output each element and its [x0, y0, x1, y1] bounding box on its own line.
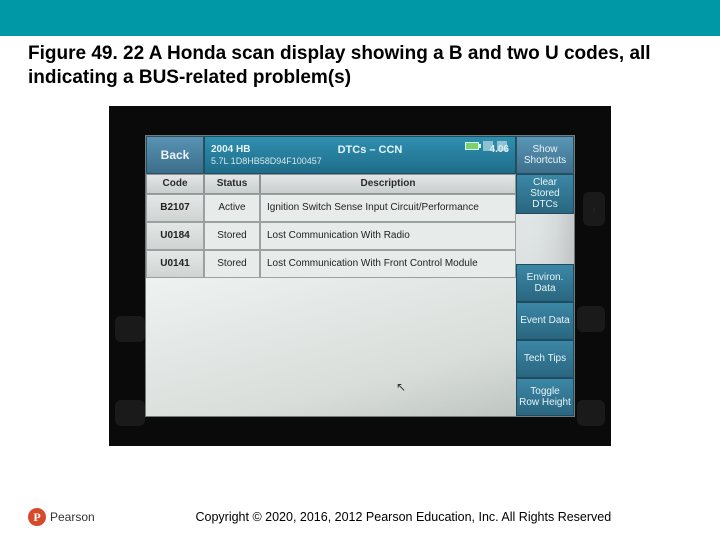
back-button[interactable]: Back: [146, 136, 204, 174]
col-code: Code: [146, 174, 204, 194]
cell-status: Stored: [204, 250, 260, 278]
scanner-photo: ‹ Back 2004 HB DTCs – CCN 4.06 5.7L 1D8H…: [109, 106, 611, 446]
header-info: 2004 HB DTCs – CCN 4.06 5.7L 1D8HB58D94F…: [204, 136, 516, 174]
status-icon-2: [497, 141, 507, 151]
cell-desc: Lost Communication With Front Control Mo…: [260, 250, 516, 278]
cell-desc: Lost Communication With Radio: [260, 222, 516, 250]
cell-code: U0184: [146, 222, 204, 250]
logo-mark: P: [28, 508, 46, 526]
publisher-logo: P Pearson: [28, 508, 95, 526]
battery-icon: [465, 142, 479, 150]
environ-data-button[interactable]: Environ. Data: [516, 264, 574, 302]
clear-stored-dtcs-button[interactable]: Clear Stored DTCs: [516, 174, 574, 214]
cell-code: B2107: [146, 194, 204, 222]
side-button-column: Clear Stored DTCs Environ. Data Event Da…: [516, 174, 574, 416]
show-shortcuts-button[interactable]: Show Shortcuts: [516, 136, 574, 174]
figure-caption: Figure 49. 22 A Honda scan display showi…: [0, 36, 720, 100]
cell-desc: Ignition Switch Sense Input Circuit/Perf…: [260, 194, 516, 222]
tech-tips-button[interactable]: Tech Tips: [516, 340, 574, 378]
cell-status: Stored: [204, 222, 260, 250]
cell-status: Active: [204, 194, 260, 222]
dtc-table: Code Status Description B2107 Active Ign…: [146, 174, 516, 416]
device-button-right-3: [577, 400, 605, 426]
col-description: Description: [260, 174, 516, 194]
event-data-button[interactable]: Event Data: [516, 302, 574, 340]
scanner-screen: Back 2004 HB DTCs – CCN 4.06 5.7L 1D8HB5…: [145, 135, 575, 417]
logo-text: Pearson: [50, 510, 95, 524]
status-icon-1: [483, 141, 493, 151]
vehicle-year: 2004 HB: [211, 144, 250, 156]
header-status-icons: [465, 141, 507, 151]
copyright-text: Copyright © 2020, 2016, 2012 Pearson Edu…: [95, 510, 692, 524]
device-button-left-1: [115, 316, 145, 342]
empty-table-area: ↖: [146, 278, 516, 416]
device-button-left-2: [115, 400, 145, 426]
cell-code: U0141: [146, 250, 204, 278]
toggle-row-height-button[interactable]: Toggle Row Height: [516, 378, 574, 416]
slide-footer: P Pearson Copyright © 2020, 2016, 2012 P…: [0, 508, 720, 526]
table-row[interactable]: B2107 Active Ignition Switch Sense Input…: [146, 194, 516, 222]
header-title: DTCs – CCN: [264, 144, 475, 156]
device-button-right-2: [577, 306, 605, 332]
col-status: Status: [204, 174, 260, 194]
table-header-row: Code Status Description: [146, 174, 516, 194]
brand-top-bar: [0, 0, 720, 36]
vin-line: 5.7L 1D8HB58D94F100457: [211, 156, 509, 166]
table-row[interactable]: U0141 Stored Lost Communication With Fro…: [146, 250, 516, 278]
mouse-cursor-icon: ↖: [396, 380, 406, 394]
table-row[interactable]: U0184 Stored Lost Communication With Rad…: [146, 222, 516, 250]
device-button-right-1: ‹: [583, 192, 605, 226]
screen-header: Back 2004 HB DTCs – CCN 4.06 5.7L 1D8HB5…: [146, 136, 574, 174]
